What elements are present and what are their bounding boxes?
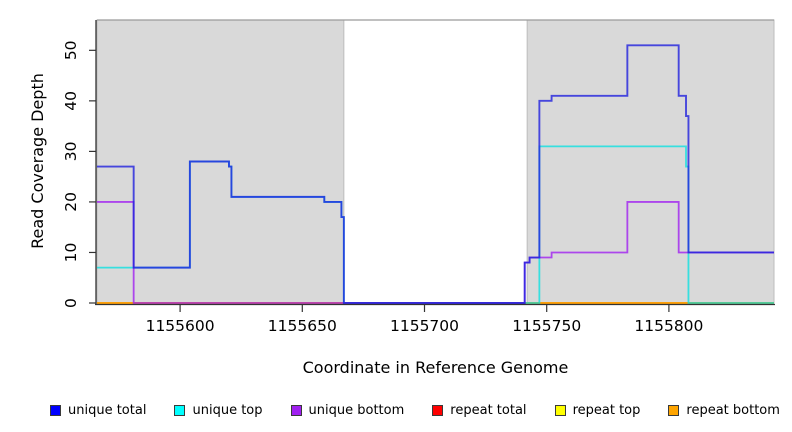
legend-label: repeat total: [450, 402, 527, 418]
y-tick-label: 40: [62, 91, 80, 111]
y-tick-label: 20: [62, 192, 80, 212]
x-tick-label: 1155650: [268, 317, 337, 335]
y-tick-label: 0: [62, 298, 80, 308]
y-tick-label: 30: [62, 142, 80, 162]
legend-item-repeat-total: repeat total: [432, 402, 527, 418]
legend-swatch: [174, 404, 186, 416]
legend-label: repeat top: [572, 402, 641, 418]
series-unique-total: [97, 44, 774, 304]
x-tick-label: 1155800: [634, 317, 703, 335]
series-unique-bottom: [97, 201, 774, 304]
legend: unique total unique top unique bottom repea…: [50, 399, 780, 421]
legend-swatch: [554, 404, 566, 416]
x-tick-label: 1155600: [146, 317, 215, 335]
legend-label: repeat bottom: [686, 402, 780, 418]
legend-label: unique top: [192, 402, 263, 418]
legend-item-unique-total: unique total: [50, 403, 146, 418]
shaded-region: [526, 19, 775, 304]
legend-swatch: [50, 404, 61, 416]
legend-label: unique total: [68, 402, 147, 418]
legend-swatch: [668, 404, 680, 416]
legend-item-repeat-bottom: repeat bottom: [668, 403, 780, 418]
legend-item-repeat-top: repeat top: [554, 402, 641, 418]
legend-item-unique-bottom: unique bottom: [290, 402, 405, 418]
x-tick-label: 1155700: [390, 317, 459, 335]
x-tick-label: 1155750: [512, 317, 581, 335]
legend-swatch: [432, 404, 444, 416]
legend-swatch: [290, 404, 302, 416]
y-tick-label: 10: [62, 243, 80, 263]
legend-item-unique-top: unique top: [174, 402, 263, 418]
y-axis-label: Read Coverage Depth: [28, 73, 47, 249]
x-axis-label: Coordinate in Reference Genome: [302, 358, 569, 377]
legend-label: unique bottom: [308, 402, 405, 418]
y-tick-label: 50: [62, 40, 80, 60]
